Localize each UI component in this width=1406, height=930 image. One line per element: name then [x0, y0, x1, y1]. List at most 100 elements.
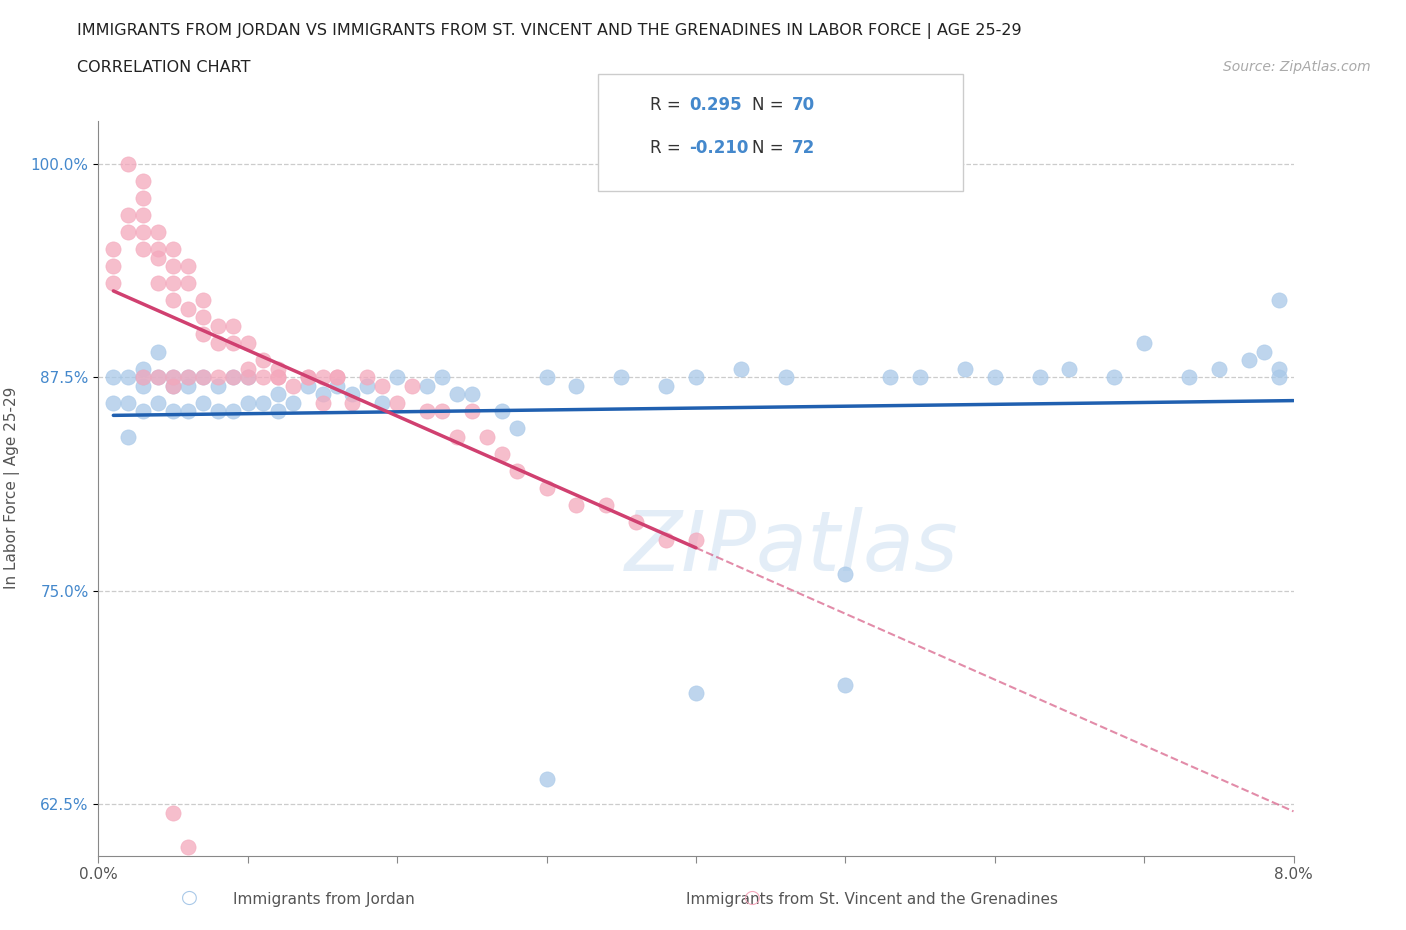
Point: [984, 370, 1007, 385]
Point: [132, 370, 155, 385]
Text: ZIPatlas: ZIPatlas: [624, 507, 959, 588]
Point: [236, 336, 259, 351]
Point: [162, 370, 184, 385]
Point: [191, 370, 214, 385]
Point: [879, 370, 901, 385]
Point: [148, 370, 170, 385]
Point: [117, 430, 139, 445]
Point: [117, 224, 139, 239]
Point: [177, 370, 200, 385]
Point: [236, 361, 259, 376]
Point: [132, 242, 155, 257]
Point: [1059, 361, 1081, 376]
Point: [117, 207, 139, 222]
Text: R =: R =: [650, 96, 686, 113]
Point: [446, 387, 468, 402]
Point: [430, 370, 453, 385]
Text: 0.295: 0.295: [689, 96, 741, 113]
Point: [148, 344, 170, 359]
Point: [342, 387, 364, 402]
Point: [162, 370, 184, 385]
Point: [430, 404, 453, 418]
Text: -0.210: -0.210: [689, 140, 748, 157]
Point: [177, 276, 200, 291]
Point: [148, 276, 170, 291]
Point: [685, 532, 707, 547]
Point: [311, 387, 333, 402]
Point: [162, 379, 184, 393]
Point: [207, 370, 229, 385]
Point: [1133, 336, 1156, 351]
Point: [685, 685, 707, 700]
Point: [132, 370, 155, 385]
Point: [103, 276, 125, 291]
Point: [191, 293, 214, 308]
Text: 72: 72: [792, 140, 815, 157]
Text: ○: ○: [744, 888, 761, 907]
Point: [297, 370, 319, 385]
Point: [222, 370, 245, 385]
Point: [132, 207, 155, 222]
Point: [326, 379, 349, 393]
Point: [162, 259, 184, 273]
Point: [267, 370, 290, 385]
Point: [1028, 370, 1050, 385]
Point: [103, 395, 125, 410]
Point: [148, 370, 170, 385]
Point: [162, 242, 184, 257]
Point: [461, 404, 484, 418]
Point: [311, 395, 333, 410]
Point: [1178, 370, 1201, 385]
Point: [834, 566, 856, 581]
Point: [536, 771, 558, 786]
Point: [132, 173, 155, 188]
Point: [236, 395, 259, 410]
Point: [416, 404, 439, 418]
Point: [207, 336, 229, 351]
Point: [103, 259, 125, 273]
Point: [908, 370, 931, 385]
Point: [953, 361, 976, 376]
Text: N =: N =: [752, 140, 789, 157]
Point: [1267, 370, 1289, 385]
Point: [252, 370, 274, 385]
Point: [730, 361, 752, 376]
Point: [177, 404, 200, 418]
Point: [416, 379, 439, 393]
Point: [191, 327, 214, 342]
Point: [207, 404, 229, 418]
Point: [297, 379, 319, 393]
Point: [610, 370, 633, 385]
Point: [281, 379, 304, 393]
Point: [565, 498, 588, 512]
Point: [371, 379, 394, 393]
Point: [148, 224, 170, 239]
Point: [177, 259, 200, 273]
Point: [356, 379, 378, 393]
Point: [132, 379, 155, 393]
Point: [685, 370, 707, 385]
Text: R =: R =: [650, 140, 686, 157]
Point: [1208, 361, 1230, 376]
Point: [267, 370, 290, 385]
Point: [626, 515, 648, 530]
Point: [162, 404, 184, 418]
Point: [103, 242, 125, 257]
Point: [356, 370, 378, 385]
Point: [491, 404, 513, 418]
Point: [191, 310, 214, 325]
Point: [506, 421, 529, 436]
Point: [162, 805, 184, 820]
Point: [252, 395, 274, 410]
Point: [1267, 361, 1289, 376]
Point: [177, 379, 200, 393]
Point: [236, 370, 259, 385]
Point: [132, 404, 155, 418]
Point: [536, 481, 558, 496]
Point: [565, 379, 588, 393]
Point: [148, 395, 170, 410]
Point: [655, 532, 678, 547]
Point: [267, 361, 290, 376]
Point: [385, 395, 409, 410]
Point: [162, 276, 184, 291]
